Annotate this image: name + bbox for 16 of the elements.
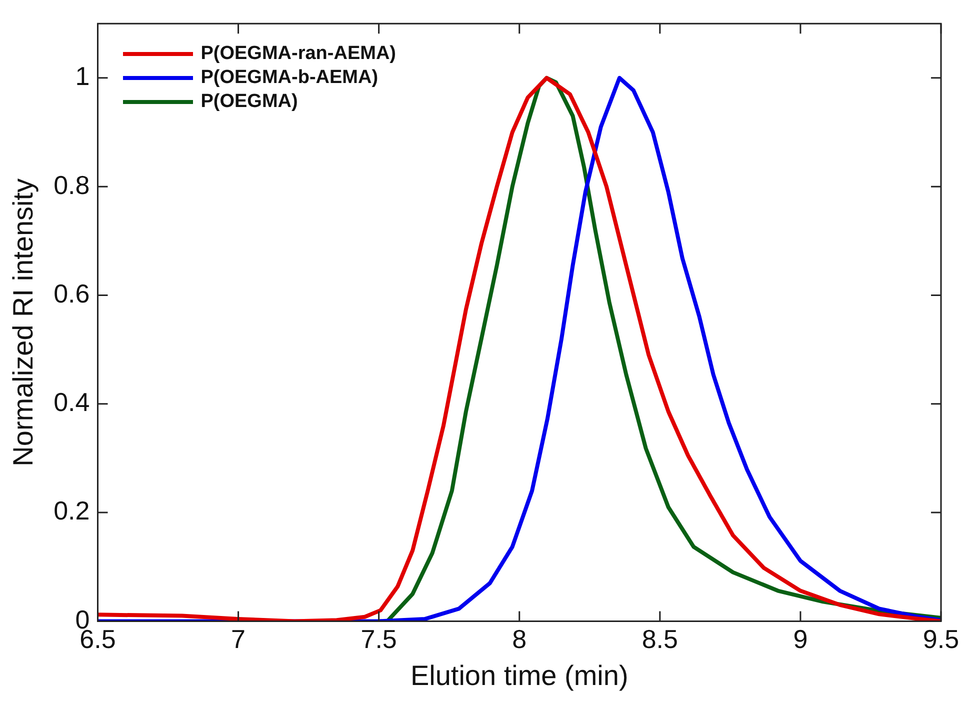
x-tick-label: 9.5 — [922, 624, 960, 654]
x-axis-title: Elution time (min) — [410, 660, 628, 691]
y-tick-label: 1 — [75, 61, 90, 92]
y-tick-label: 0.2 — [54, 496, 90, 526]
x-tick-label: 7 — [231, 624, 246, 654]
x-tick-label: 8 — [512, 624, 527, 654]
y-axis-title: Normalized RI intensity — [8, 178, 39, 466]
legend-label: P(OEGMA-ran-AEMA) — [200, 42, 396, 65]
x-tick-label: 9 — [793, 624, 808, 654]
y-tick-label: 0.4 — [54, 387, 90, 418]
x-tick-label: 8.5 — [642, 624, 678, 654]
legend-label: P(OEGMA) — [200, 90, 298, 113]
x-tick-label: 7.5 — [360, 624, 397, 654]
legend-label: P(OEGMA-b-AEMA) — [200, 66, 378, 89]
y-tick-label: 0.6 — [54, 278, 90, 308]
y-tick-label: 0.8 — [54, 170, 90, 200]
